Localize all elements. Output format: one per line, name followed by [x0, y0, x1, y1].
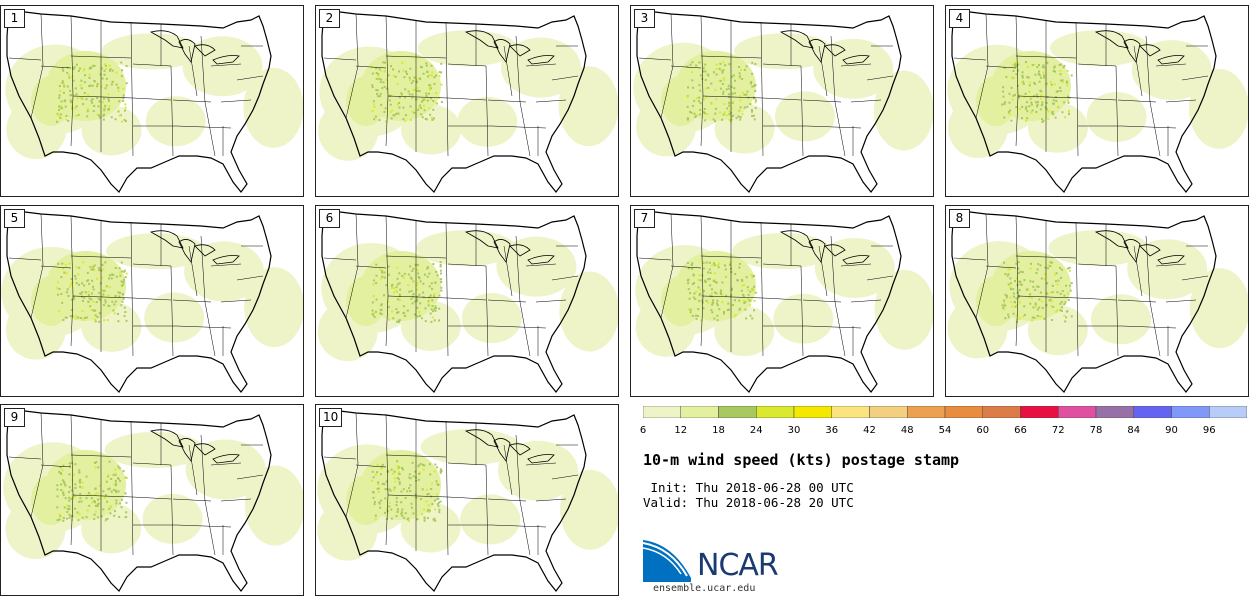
colorbar-tick-label: 90	[1165, 425, 1178, 436]
us-map	[633, 9, 933, 193]
colorbar-tick-label: 6	[639, 425, 647, 436]
logo-url: ensemble.ucar.edu	[653, 583, 756, 594]
map-title: 10-m wind speed (kts) postage stamp	[643, 451, 960, 469]
ensemble-member-panel-1: 1	[0, 5, 304, 197]
member-number: 9	[4, 408, 25, 427]
colorbar-swatch	[718, 406, 757, 418]
colorbar-swatch	[982, 406, 1021, 418]
member-number: 7	[634, 209, 655, 228]
colorbar-tick-label: 24	[749, 425, 763, 436]
us-map	[947, 9, 1248, 193]
colorbar-swatch	[1171, 406, 1210, 418]
colorbar-swatch	[643, 406, 681, 418]
colorbar-tick-label: 18	[712, 425, 725, 436]
colorbar-swatch	[1095, 406, 1134, 418]
colorbar-tick-label: 84	[1127, 425, 1141, 436]
us-map	[317, 209, 618, 393]
colorbar-tick-label: 78	[1089, 425, 1103, 436]
ncar-logo-swoosh	[643, 540, 691, 582]
colorbar-tick-label: 36	[825, 425, 839, 436]
colorbar-swatch	[1058, 406, 1097, 418]
colorbar-tick-label: 66	[1014, 425, 1027, 436]
ensemble-member-panel-9: 9	[0, 404, 304, 596]
colorbar-tick-label: 96	[1202, 425, 1216, 436]
colorbar-tick-label: 12	[674, 425, 688, 436]
colorbar-swatch	[680, 406, 719, 418]
ensemble-member-panel-7: 7	[630, 205, 934, 397]
ensemble-member-panel-5: 5	[0, 205, 304, 397]
us-map	[1, 209, 303, 393]
colorbar-swatch	[944, 406, 983, 418]
us-map	[317, 408, 618, 592]
colorbar-tick-label: 30	[787, 425, 801, 436]
ensemble-member-panel-6: 6	[315, 205, 619, 397]
member-number: 1	[4, 9, 25, 28]
member-number: 6	[319, 209, 340, 228]
colorbar-swatch	[831, 406, 870, 418]
colorbar-tick-label: 48	[900, 425, 914, 436]
colorbar-tick-label: 72	[1051, 425, 1065, 436]
colorbar-tick-label: 42	[863, 425, 876, 436]
colorbar-swatch	[756, 406, 795, 418]
member-number: 10	[319, 408, 343, 427]
colorbar-swatch	[1133, 406, 1172, 418]
colorbar-tick-label: 54	[938, 425, 952, 436]
ncar-logo-text: NCAR	[697, 548, 779, 583]
colorbar-swatch	[1020, 406, 1059, 418]
wind-speed-colorbar	[643, 406, 1247, 418]
ensemble-member-panel-10: 10	[315, 404, 619, 596]
us-map	[635, 209, 933, 393]
colorbar-swatch	[793, 406, 832, 418]
member-number: 5	[4, 209, 25, 228]
ensemble-member-panel-4: 4	[945, 5, 1249, 197]
us-map	[947, 209, 1248, 393]
us-map	[318, 9, 618, 193]
member-number: 4	[949, 9, 970, 28]
ensemble-member-panel-2: 2	[315, 5, 619, 197]
member-number: 3	[634, 9, 655, 28]
us-map	[5, 9, 303, 193]
member-number: 2	[319, 9, 340, 28]
colorbar-swatch	[1209, 406, 1247, 418]
init-time: Init: Thu 2018-06-28 00 UTC	[643, 480, 854, 495]
colorbar-swatch	[907, 406, 946, 418]
valid-time: Valid: Thu 2018-06-28 20 UTC	[643, 495, 854, 510]
member-number: 8	[949, 209, 970, 228]
us-map	[3, 408, 303, 592]
colorbar-swatch	[869, 406, 908, 418]
ensemble-member-panel-8: 8	[945, 205, 1249, 397]
ensemble-member-panel-3: 3	[630, 5, 934, 197]
colorbar-tick-label: 60	[976, 425, 990, 436]
